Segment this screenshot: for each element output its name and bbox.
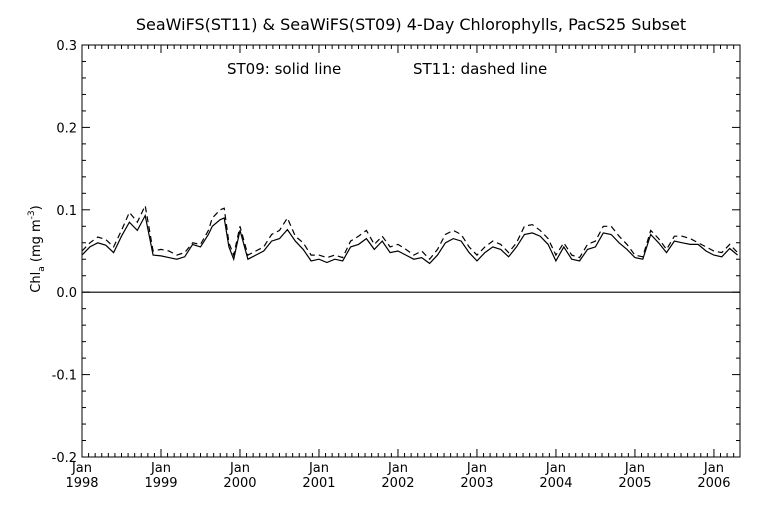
series-st11-line [81,203,739,261]
y-axis-label: Chla (mg m-3) [27,205,47,292]
series-group [81,203,739,265]
y-tick-label: 0.3 [56,39,77,54]
x-tick-month: Jan [150,461,171,476]
x-tick-month: Jan [545,461,566,476]
annotation-st11: ST11: dashed line [413,60,547,78]
x-tick-year: 2003 [460,476,493,491]
series-st09-line [81,213,738,265]
x-tick-year: 2004 [539,476,572,491]
x-tick-year: 2001 [302,476,335,491]
y-tick-label: 0.1 [56,204,77,219]
x-tick-month: Jan [229,461,250,476]
y-label-close: ) [29,205,44,210]
x-tick-year: 2006 [697,476,730,491]
x-tick-year: 2000 [223,476,256,491]
y-tick-label: 0.0 [56,286,77,301]
y-tick-label: -0.1 [52,369,77,384]
y-label-sub: a [37,266,47,272]
y-tick-label: 0.2 [56,121,77,136]
y-label-sup: -3 [27,210,37,219]
x-tick-year: 2005 [618,476,651,491]
annotation-st09: ST09: solid line [227,60,341,78]
chart-title: SeaWiFS(ST11) & SeaWiFS(ST09) 4-Day Chlo… [136,15,686,34]
plot-frame [81,44,741,458]
x-tick-month: Jan [703,461,724,476]
x-tick-month: Jan [71,461,92,476]
y-tick-label: -0.2 [52,451,77,466]
x-tick-year: 2002 [381,476,414,491]
x-tick-month: Jan [308,461,329,476]
x-tick-month: Jan [624,461,645,476]
y-label-main: Chl [29,272,44,293]
x-tick-month: Jan [466,461,487,476]
x-tick-year: 1999 [144,476,177,491]
x-tick-year: 1998 [65,476,98,491]
x-tick-month: Jan [387,461,408,476]
y-label-rest: (mg m [29,219,44,266]
ticks: -0.2-0.10.00.10.20.3Jan1998Jan1999Jan200… [52,39,740,491]
